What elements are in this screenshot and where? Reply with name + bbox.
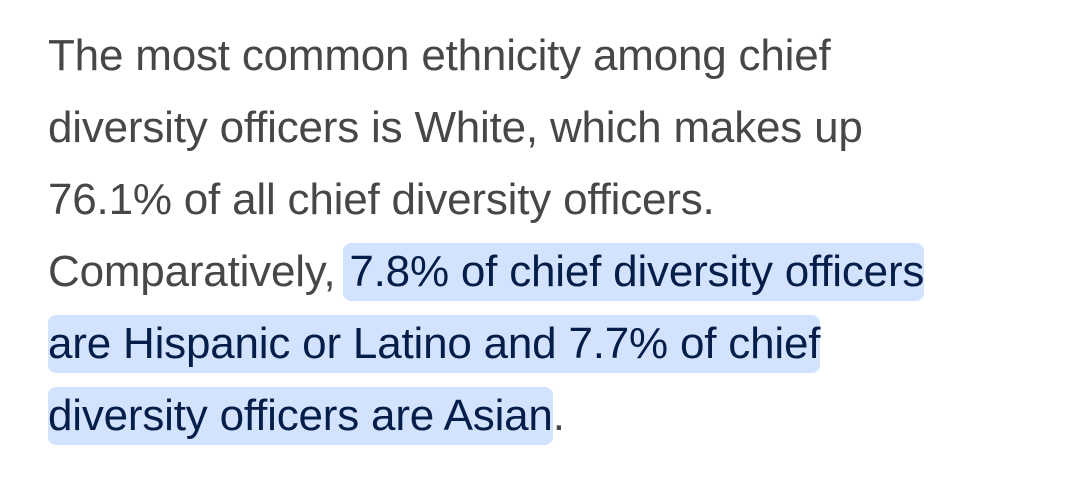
answer-line-1: The most common ethnicity among chief [48, 31, 831, 80]
answer-line-6: diversity officers are Asian. [48, 380, 1070, 452]
highlighted-answer-part-2[interactable]: are Hispanic or Latino and 7.7% of chief [48, 315, 820, 373]
answer-plain-text: Comparatively, [48, 247, 336, 296]
answer-line-5: are Hispanic or Latino and 7.7% of chief [48, 308, 1070, 380]
highlighted-answer-part-1[interactable]: 7.8% of chief diversity officers [343, 243, 924, 301]
answer-line-4: Comparatively, 7.8% of chief diversity of… [48, 236, 1070, 308]
answer-trailing-period: . [552, 391, 565, 440]
answer-line-3: 76.1% of all chief diversity officers. [48, 175, 715, 224]
highlighted-answer-part-3[interactable]: diversity officers are Asian [48, 387, 553, 445]
answer-snippet: The most common ethnicity among chief di… [48, 20, 1070, 452]
answer-line-2: diversity officers is White, which makes… [48, 103, 863, 152]
